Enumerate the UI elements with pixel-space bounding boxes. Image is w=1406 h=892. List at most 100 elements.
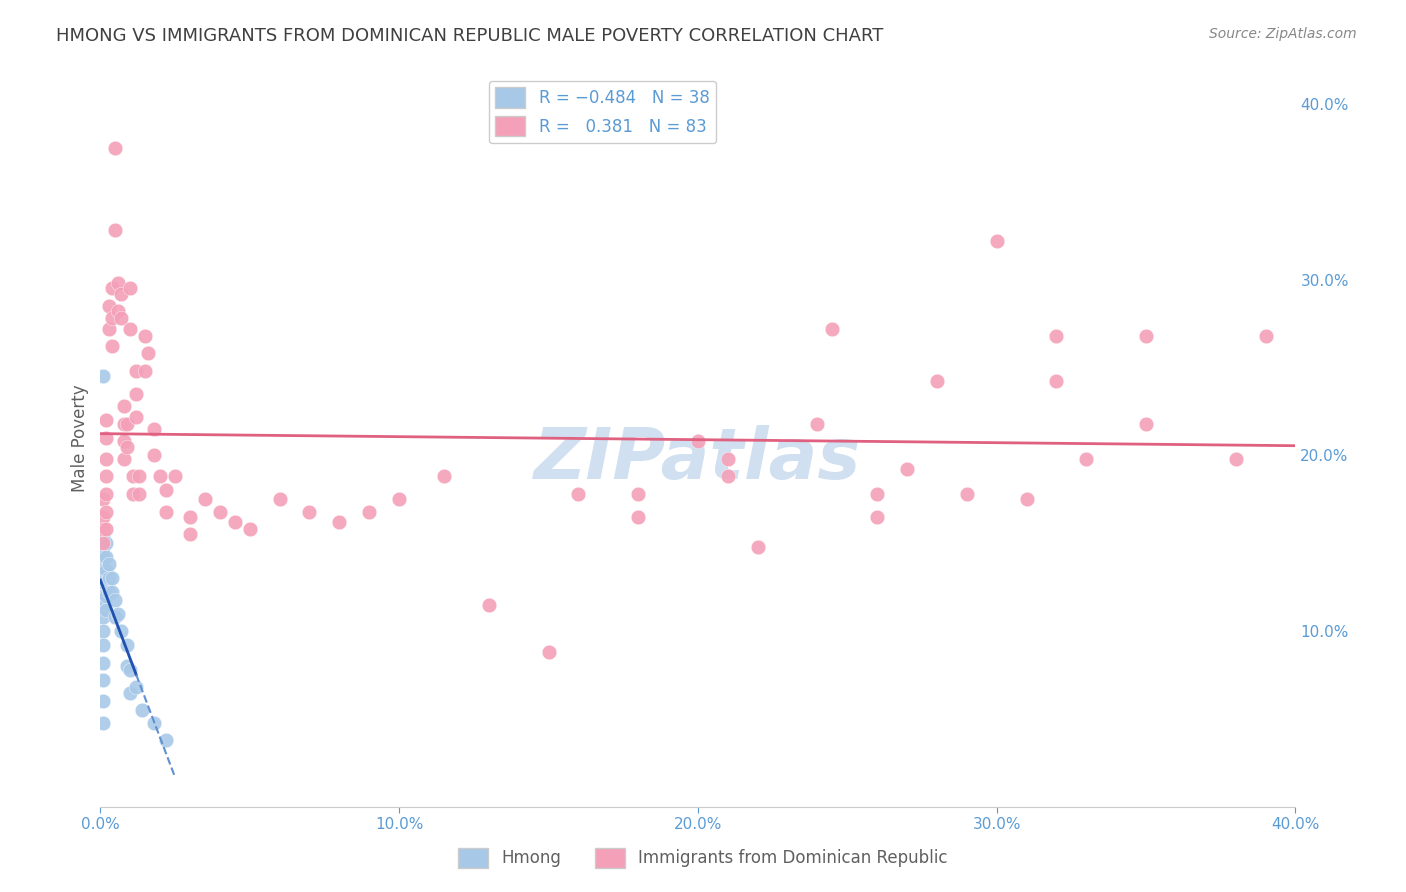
Point: [91, 589, 114, 603]
Point: [98, 322, 121, 336]
Point: [101, 571, 124, 585]
Point: [627, 509, 650, 524]
Point: [96, 536, 118, 550]
Point: [163, 469, 186, 483]
Point: [104, 223, 127, 237]
Point: [115, 440, 138, 454]
Point: [986, 234, 1008, 248]
Point: [112, 434, 135, 449]
Point: [91, 599, 114, 614]
Point: [96, 589, 118, 603]
Point: [96, 505, 118, 519]
Point: [866, 509, 889, 524]
Point: [91, 492, 114, 507]
Point: [98, 571, 121, 585]
Point: [91, 610, 114, 624]
Point: [101, 339, 124, 353]
Point: [96, 574, 118, 589]
Point: [143, 715, 166, 730]
Point: [806, 417, 828, 431]
Point: [478, 598, 501, 612]
Point: [104, 141, 127, 155]
Point: [98, 585, 121, 599]
Point: [91, 656, 114, 670]
Point: [125, 681, 148, 695]
Point: [1225, 451, 1247, 466]
Point: [359, 505, 381, 519]
Point: [328, 515, 350, 529]
Point: [128, 487, 150, 501]
Text: HMONG VS IMMIGRANTS FROM DOMINICAN REPUBLIC MALE POVERTY CORRELATION CHART: HMONG VS IMMIGRANTS FROM DOMINICAN REPUB…: [56, 27, 883, 45]
Point: [91, 522, 114, 536]
Point: [1045, 375, 1067, 389]
Point: [112, 399, 135, 413]
Point: [96, 431, 118, 445]
Y-axis label: Male Poverty: Male Poverty: [72, 384, 89, 491]
Point: [91, 563, 114, 577]
Legend: Hmong, Immigrants from Dominican Republic: Hmong, Immigrants from Dominican Republi…: [451, 841, 955, 875]
Point: [388, 492, 411, 507]
Point: [179, 509, 201, 524]
Point: [98, 558, 121, 572]
Point: [567, 487, 589, 501]
Point: [208, 505, 231, 519]
Point: [866, 487, 889, 501]
Point: [101, 311, 124, 326]
Point: [122, 469, 145, 483]
Point: [96, 522, 118, 536]
Point: [107, 276, 129, 290]
Point: [91, 509, 114, 524]
Point: [1254, 328, 1277, 343]
Point: [925, 375, 948, 389]
Point: [104, 610, 127, 624]
Point: [298, 505, 321, 519]
Point: [91, 624, 114, 639]
Point: [143, 422, 166, 436]
Point: [120, 686, 142, 700]
Text: ZIPatlas: ZIPatlas: [534, 425, 862, 494]
Point: [1015, 492, 1038, 507]
Point: [120, 663, 142, 677]
Point: [104, 592, 127, 607]
Text: Source: ZipAtlas.com: Source: ZipAtlas.com: [1209, 27, 1357, 41]
Point: [125, 409, 148, 424]
Point: [91, 527, 114, 541]
Point: [101, 585, 124, 599]
Point: [120, 322, 142, 336]
Point: [896, 462, 918, 476]
Point: [91, 540, 114, 554]
Point: [98, 299, 121, 313]
Point: [91, 694, 114, 708]
Point: [107, 304, 129, 318]
Point: [155, 505, 177, 519]
Point: [821, 322, 844, 336]
Point: [115, 638, 138, 652]
Point: [143, 448, 166, 462]
Point: [112, 417, 135, 431]
Point: [96, 563, 118, 577]
Point: [956, 487, 979, 501]
Point: [1045, 328, 1067, 343]
Point: [686, 434, 709, 449]
Point: [717, 469, 740, 483]
Point: [91, 369, 114, 384]
Point: [101, 281, 124, 295]
Point: [194, 492, 217, 507]
Point: [110, 624, 132, 639]
Point: [122, 487, 145, 501]
Point: [110, 311, 132, 326]
Point: [115, 659, 138, 673]
Point: [96, 550, 118, 565]
Point: [239, 522, 262, 536]
Point: [149, 469, 172, 483]
Point: [155, 733, 177, 747]
Point: [96, 487, 118, 501]
Point: [747, 540, 769, 554]
Legend: R = −0.484   N = 38, R =   0.381   N = 83: R = −0.484 N = 38, R = 0.381 N = 83: [488, 80, 716, 143]
Point: [128, 469, 150, 483]
Point: [131, 703, 153, 717]
Point: [91, 638, 114, 652]
Point: [115, 417, 138, 431]
Point: [1076, 451, 1098, 466]
Point: [433, 469, 456, 483]
